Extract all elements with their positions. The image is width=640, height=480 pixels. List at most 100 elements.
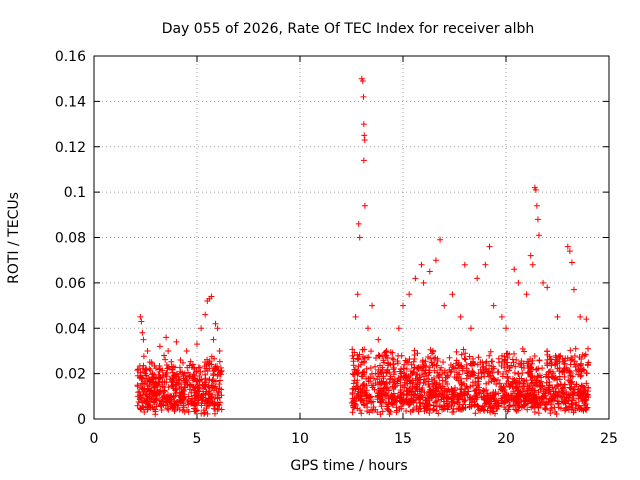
- data-point: [182, 384, 189, 391]
- data-point: [179, 407, 186, 414]
- data-point: [397, 368, 404, 375]
- data-point: [365, 378, 372, 385]
- data-point: [569, 373, 576, 380]
- data-point: [579, 395, 586, 402]
- data-point: [490, 302, 497, 309]
- data-point: [525, 384, 532, 391]
- data-point: [578, 406, 585, 413]
- data-point: [360, 121, 367, 128]
- data-point: [153, 403, 160, 410]
- data-point: [198, 400, 205, 407]
- data-point: [455, 359, 462, 366]
- data-point: [369, 302, 376, 309]
- data-point: [571, 352, 578, 359]
- data-point: [470, 355, 477, 362]
- data-point: [426, 409, 433, 416]
- data-point: [139, 380, 146, 387]
- data-point: [502, 356, 509, 363]
- data-point: [350, 362, 357, 369]
- y-tick-label: 0: [77, 412, 86, 428]
- data-point: [511, 266, 518, 273]
- data-point: [434, 397, 441, 404]
- data-point: [479, 364, 486, 371]
- data-point: [560, 384, 567, 391]
- data-point: [216, 381, 223, 388]
- data-point: [161, 352, 168, 359]
- data-point: [413, 383, 420, 390]
- data-point: [211, 410, 218, 417]
- data-point: [193, 389, 200, 396]
- data-point: [516, 403, 523, 410]
- data-point: [475, 354, 482, 361]
- data-point: [184, 372, 191, 379]
- data-point: [449, 399, 456, 406]
- data-points: [134, 75, 592, 418]
- data-point: [186, 362, 193, 369]
- data-point: [569, 378, 576, 385]
- data-point: [162, 402, 169, 409]
- data-point: [582, 401, 589, 408]
- data-point: [450, 408, 457, 415]
- data-point: [359, 346, 366, 353]
- data-point: [528, 380, 535, 387]
- data-point: [585, 384, 592, 391]
- data-point: [151, 384, 158, 391]
- data-point: [467, 394, 474, 401]
- data-point: [173, 338, 180, 345]
- data-point: [433, 362, 440, 369]
- data-point: [534, 216, 541, 223]
- data-point: [572, 345, 579, 352]
- data-point: [525, 370, 532, 377]
- data-point: [498, 313, 505, 320]
- data-point: [513, 407, 520, 414]
- data-point: [499, 352, 506, 359]
- data-point: [532, 186, 539, 193]
- data-point: [158, 401, 165, 408]
- data-point: [568, 401, 575, 408]
- data-point: [519, 387, 526, 394]
- data-point: [556, 365, 563, 372]
- data-point: [368, 399, 375, 406]
- data-point: [376, 373, 383, 380]
- data-point: [390, 371, 397, 378]
- data-point: [213, 385, 220, 392]
- data-point: [516, 360, 523, 367]
- data-point: [196, 388, 203, 395]
- data-point: [357, 393, 364, 400]
- data-point: [556, 376, 563, 383]
- data-point: [180, 371, 187, 378]
- data-point: [191, 372, 198, 379]
- data-point: [573, 367, 580, 374]
- data-point: [378, 392, 385, 399]
- data-point: [494, 376, 501, 383]
- data-point: [158, 407, 165, 414]
- data-point: [531, 352, 538, 359]
- data-point: [576, 402, 583, 409]
- data-point: [426, 268, 433, 275]
- data-point: [501, 386, 508, 393]
- data-point: [436, 403, 443, 410]
- data-point: [177, 396, 184, 403]
- data-point: [478, 370, 485, 377]
- data-point: [469, 368, 476, 375]
- data-point: [383, 380, 390, 387]
- y-tick-label: 0.1: [64, 185, 86, 201]
- data-point: [427, 355, 434, 362]
- data-point: [506, 367, 513, 374]
- data-point: [578, 383, 585, 390]
- data-point: [550, 397, 557, 404]
- data-point: [140, 353, 147, 360]
- data-point: [557, 393, 564, 400]
- data-point: [352, 402, 359, 409]
- data-point: [474, 361, 481, 368]
- data-point: [135, 389, 142, 396]
- data-point: [523, 377, 530, 384]
- data-point: [364, 325, 371, 332]
- data-point: [146, 365, 153, 372]
- data-point: [202, 311, 209, 318]
- data-point: [351, 349, 358, 356]
- data-point: [202, 371, 209, 378]
- data-point: [565, 367, 572, 374]
- data-point: [443, 395, 450, 402]
- data-point: [441, 302, 448, 309]
